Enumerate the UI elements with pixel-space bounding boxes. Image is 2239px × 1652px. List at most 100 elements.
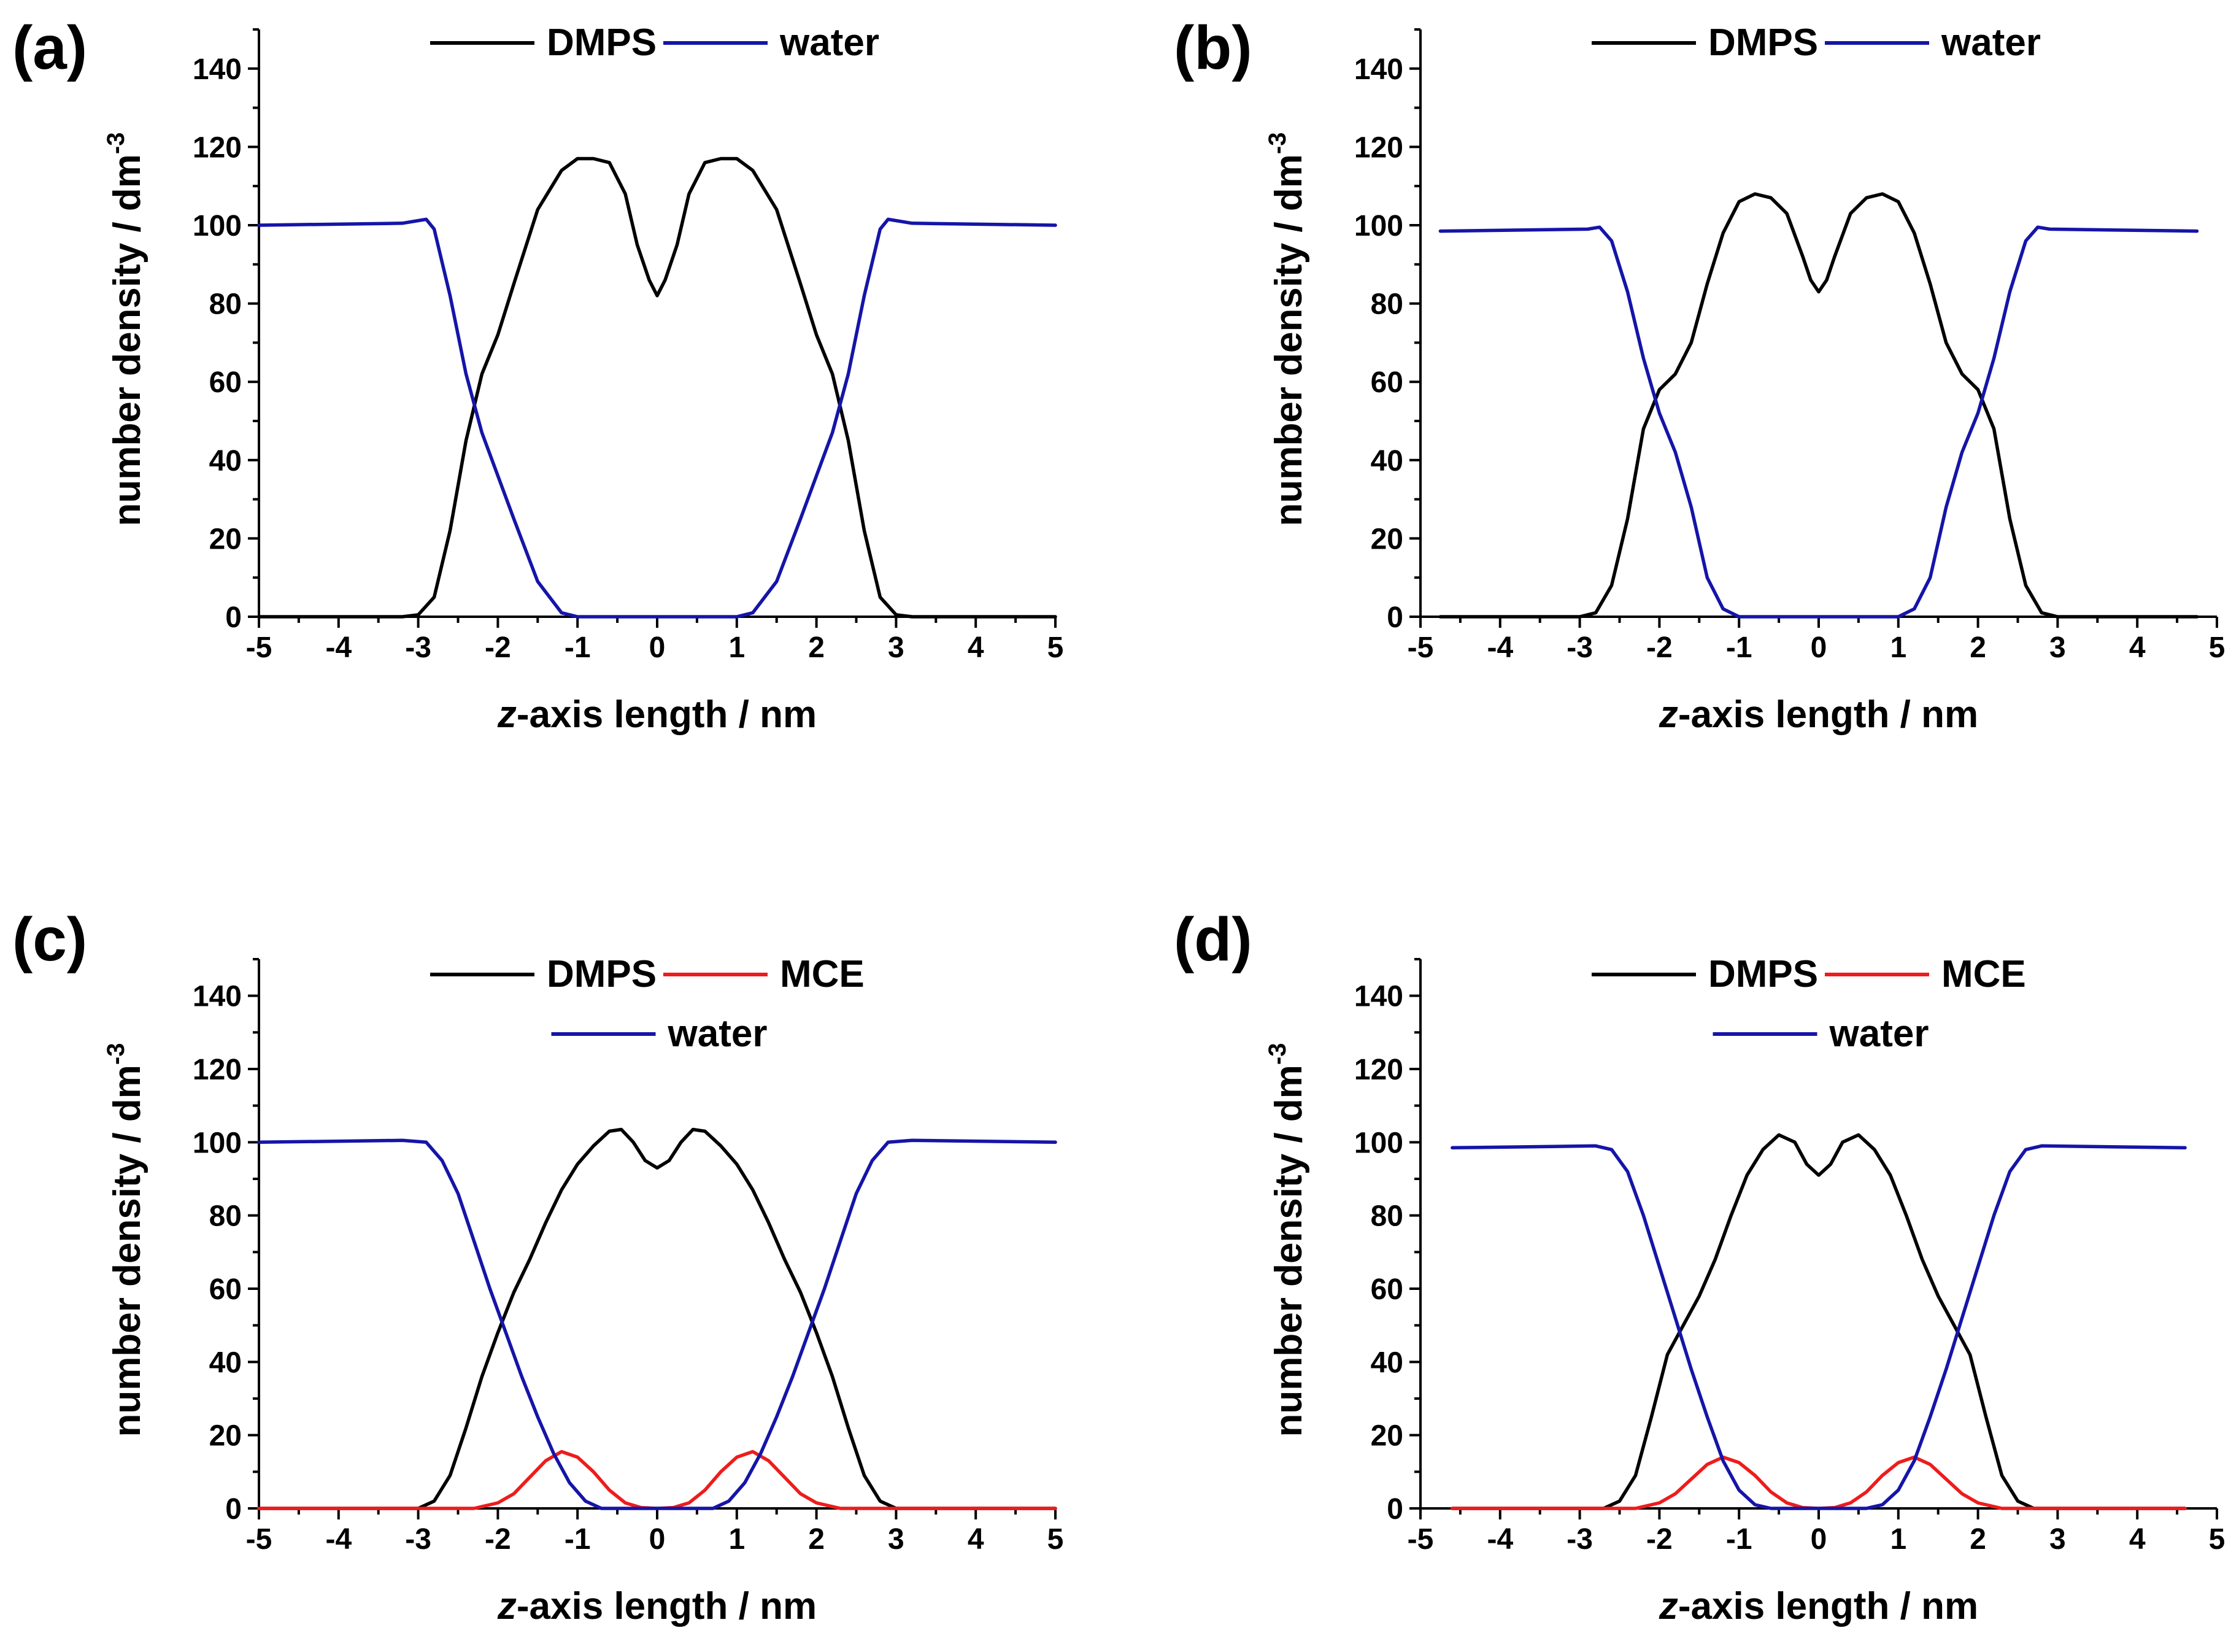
y-tick-label: 60 [1371, 1273, 1403, 1306]
y-tick-label: 80 [209, 1200, 242, 1233]
series-line-dmps [257, 156, 1057, 619]
panel-label: (c) [12, 905, 87, 974]
x-tick-label: 1 [1890, 1523, 1906, 1556]
y-tick-label: 140 [1354, 53, 1403, 86]
x-tick-label: 4 [968, 1523, 984, 1556]
y-tick-label: 40 [209, 445, 242, 477]
y-tick-label: 100 [193, 210, 242, 242]
y-tick-label: 80 [209, 288, 242, 321]
series-line-dmps [1451, 1133, 2187, 1510]
y-tick-label: 20 [1371, 1420, 1403, 1453]
series-line-water [1451, 1144, 2187, 1510]
x-tick-label: 3 [888, 1523, 904, 1556]
legend-label-mce: MCE [1941, 953, 2026, 995]
x-tick-label: -5 [246, 631, 272, 664]
series-line-dmps [257, 1127, 1057, 1510]
x-tick-label: 5 [1047, 631, 1064, 664]
legend-label-mce: MCE [780, 953, 865, 995]
x-axis-title: z-axis length / nm [497, 693, 817, 736]
x-tick-label: 1 [728, 1523, 745, 1556]
x-tick-label: -2 [1646, 1523, 1673, 1556]
y-axis-title: number density / dm-3 [1264, 1043, 1310, 1437]
x-tick-label: 0 [1811, 631, 1827, 664]
y-tick-label: 100 [193, 1127, 242, 1159]
x-tick-label: 2 [808, 631, 825, 664]
series-line-water [257, 1138, 1057, 1510]
y-tick-label: 80 [1371, 1200, 1403, 1233]
y-tick-label: 0 [1387, 1493, 1403, 1526]
x-axis-title: z-axis length / nm [497, 1585, 817, 1627]
x-tick-label: 3 [2049, 1523, 2066, 1556]
x-tick-label: 0 [1811, 1523, 1827, 1556]
y-axis-title: number density / dm-3 [102, 133, 148, 527]
x-tick-label: -2 [485, 1523, 511, 1556]
y-tick-label: 40 [209, 1346, 242, 1379]
series-line-water [1438, 225, 2199, 619]
y-axis-title: number density / dm-3 [102, 1043, 148, 1437]
y-tick-label: 0 [225, 1493, 242, 1526]
x-tick-label: 2 [808, 1523, 825, 1556]
x-tick-label: -5 [1408, 1523, 1434, 1556]
y-tick-label: 120 [1354, 131, 1403, 164]
y-tick-label: 40 [1371, 1346, 1403, 1379]
y-tick-label: 20 [209, 523, 242, 555]
legend-label-water: water [1941, 21, 2041, 64]
x-tick-label: -3 [1567, 1523, 1593, 1556]
y-tick-label: 0 [1387, 601, 1403, 634]
x-tick-label: -5 [1408, 631, 1434, 664]
y-axis-title: number density / dm-3 [1264, 133, 1310, 527]
panel-label: (b) [1174, 14, 1252, 82]
x-tick-label: -4 [325, 631, 352, 664]
series-line-water [257, 217, 1057, 619]
x-tick-label: -4 [325, 1523, 352, 1556]
y-tick-label: 80 [1371, 288, 1403, 321]
x-tick-label: -3 [405, 631, 431, 664]
y-tick-label: 100 [1354, 210, 1403, 242]
y-tick-label: 20 [209, 1420, 242, 1453]
x-tick-label: -2 [1646, 631, 1673, 664]
x-tick-label: 5 [1047, 1523, 1064, 1556]
chart-panel-1: (a) -5 -4 -3 -2 -1 0 1 2 3 4 5 0 20 40 60 80 100 120 140 z-a… [12, 14, 1063, 736]
legend-label-dmps: DMPS [547, 21, 657, 64]
x-tick-label: -4 [1487, 631, 1513, 664]
y-tick-label: 0 [225, 601, 242, 634]
x-tick-label: 1 [728, 631, 745, 664]
x-tick-label: -2 [485, 631, 511, 664]
x-tick-label: -1 [565, 631, 591, 664]
legend-label-dmps: DMPS [547, 953, 657, 995]
legend-label-water: water [1829, 1013, 1929, 1055]
y-tick-label: 100 [1354, 1127, 1403, 1159]
x-axis-title: z-axis length / nm [1659, 693, 1978, 736]
x-tick-label: 4 [968, 631, 984, 664]
x-tick-label: 1 [1890, 631, 1906, 664]
x-tick-label: -5 [246, 1523, 272, 1556]
x-tick-label: 2 [1970, 1523, 1986, 1556]
y-tick-label: 120 [193, 1054, 242, 1086]
x-tick-label: -4 [1487, 1523, 1513, 1556]
x-tick-label: 0 [649, 1523, 666, 1556]
y-tick-label: 120 [1354, 1054, 1403, 1086]
x-tick-label: 0 [649, 631, 666, 664]
y-tick-label: 60 [1371, 366, 1403, 399]
x-tick-label: 3 [888, 631, 904, 664]
series-line-mce [257, 1449, 1057, 1510]
series-line-dmps [1438, 192, 2199, 619]
chart-panel-4: (d) -5 -4 -3 -2 -1 0 1 2 3 4 5 0 20 40 60 80 100 120 140 z-a… [1174, 905, 2225, 1627]
y-tick-label: 140 [193, 981, 242, 1013]
x-tick-label: -1 [1726, 1523, 1752, 1556]
y-tick-label: 60 [209, 366, 242, 399]
y-tick-label: 40 [1371, 445, 1403, 477]
x-tick-label: 3 [2049, 631, 2066, 664]
x-tick-label: -1 [1726, 631, 1752, 664]
panel-label: (a) [12, 14, 87, 82]
y-tick-label: 140 [1354, 981, 1403, 1013]
x-tick-label: -3 [1567, 631, 1593, 664]
x-tick-label: -3 [405, 1523, 431, 1556]
legend-label-dmps: DMPS [1708, 953, 1818, 995]
chart-panel-3: (c) -5 -4 -3 -2 -1 0 1 2 3 4 5 0 20 40 60 80 100 120 140 z-a… [12, 905, 1063, 1627]
x-tick-label: 4 [2129, 1523, 2146, 1556]
x-tick-label: -1 [565, 1523, 591, 1556]
legend-label-water: water [779, 21, 879, 64]
y-tick-label: 60 [209, 1273, 242, 1306]
